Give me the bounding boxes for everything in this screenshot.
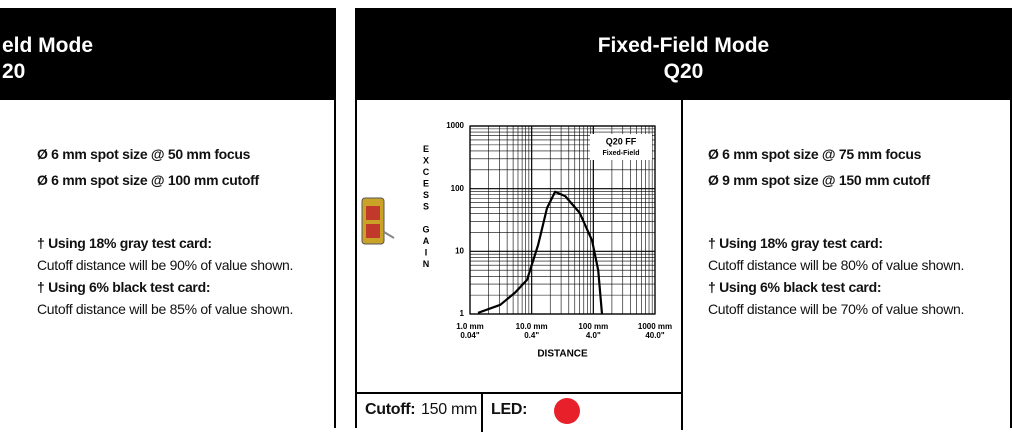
note-title: † Using 6% black test card:: [708, 279, 882, 295]
header-title: eld Mode: [2, 34, 94, 57]
x-tick-label: 1.0 mm: [456, 322, 484, 331]
x-tick-label: 10.0 mm: [516, 322, 548, 331]
note-title: † Using 6% black test card:: [37, 279, 211, 295]
led-indicator: [554, 398, 580, 424]
led-label: LED:: [491, 401, 528, 418]
annotation: Q20 FF: [606, 136, 637, 146]
divider: [481, 392, 483, 432]
note-text: Cutoff distance will be 90% of value sho…: [37, 257, 294, 273]
x-tick-label: 1000 mm: [638, 322, 672, 331]
header-title: Fixed-Field Mode: [597, 34, 770, 57]
x-tick-sublabel: 4.0": [586, 331, 601, 340]
x-tick-sublabel: 0.04": [460, 331, 480, 340]
y-tick-label: 10: [455, 246, 464, 255]
x-tick-label: 100 mm: [578, 322, 608, 331]
note-title: † Using 18% gray test card:: [37, 235, 212, 251]
note-text: Cutoff distance will be 85% of value sho…: [37, 301, 294, 317]
header-subtitle: 20: [2, 60, 26, 83]
x-axis-label: DISTANCE: [537, 349, 588, 360]
left-header: eld Mode 20: [0, 10, 334, 100]
note-text: Cutoff distance will be 80% of value sho…: [708, 257, 965, 273]
divider: [681, 100, 683, 430]
x-tick-sublabel: 40.0": [645, 331, 665, 340]
y-tick-label: 1: [460, 309, 465, 318]
y-tick-label: 1000: [446, 121, 464, 130]
plot-frame: [469, 125, 656, 315]
annotation: Fixed-Field: [603, 150, 640, 157]
y-tick-label: 100: [451, 184, 465, 193]
left-panel: eld Mode 20 Ø 6 mm spot size @ 50 mm foc…: [0, 8, 336, 428]
cutoff-label: Cutoff:: [365, 401, 416, 418]
header-subtitle: Q20: [663, 60, 704, 83]
sensor-icon: [361, 197, 395, 245]
right-header: Fixed-Field Mode Q20: [357, 10, 1010, 100]
gain-curve: [477, 190, 604, 315]
divider: [357, 392, 683, 394]
annotation-box: [590, 134, 652, 160]
spec: Ø 6 mm spot size @ 75 mm focus: [708, 146, 922, 162]
note-text: Cutoff distance will be 70% of value sho…: [708, 301, 965, 317]
spec: Ø 6 mm spot size @ 100 mm cutoff: [37, 172, 259, 188]
spec: Ø 6 mm spot size @ 50 mm focus: [37, 146, 251, 162]
spec: Ø 9 mm spot size @ 150 mm cutoff: [708, 172, 930, 188]
x-tick-sublabel: 0.4": [524, 331, 539, 340]
note-title: † Using 18% gray test card:: [708, 235, 883, 251]
cutoff-value: 150 mm: [421, 401, 477, 418]
right-panel: Fixed-Field Mode Q20 Cutoff: 150 mm LED:…: [355, 8, 1012, 432]
